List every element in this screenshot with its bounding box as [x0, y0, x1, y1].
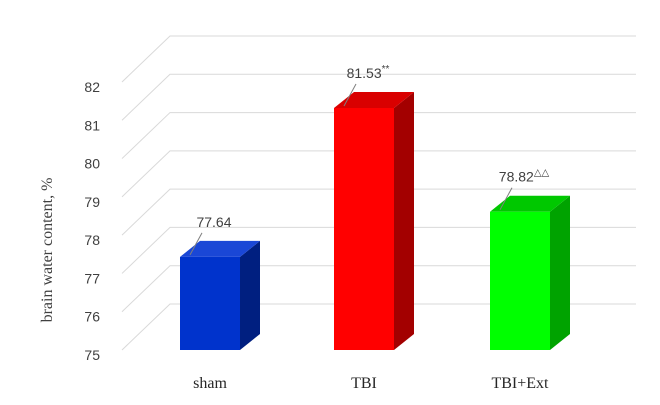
y-tick-label: 82: [84, 79, 100, 95]
bar-tbi-ext: [490, 195, 570, 350]
bar-side: [550, 195, 570, 350]
bar-side: [394, 91, 414, 350]
data-label: 81.53**: [347, 64, 390, 81]
data-label: 78.82△△: [499, 168, 550, 185]
gridline: [121, 226, 636, 274]
y-tick-label: 76: [84, 309, 100, 325]
data-label-leader: [343, 83, 357, 107]
gridline: [121, 112, 636, 159]
bar-side: [240, 240, 260, 350]
category-label: sham: [193, 375, 227, 392]
x-axis-categories: sham TBI TBI+Ext: [193, 375, 549, 392]
data-label-leader: [499, 187, 513, 210]
y-tick-label: 77: [84, 270, 100, 286]
bar-front: [334, 107, 394, 350]
y-axis-label: brain water content, %: [39, 178, 56, 323]
y-tick-label: 80: [84, 156, 100, 172]
bars: [180, 91, 570, 350]
bar-top: [490, 195, 570, 212]
gridline: [121, 73, 636, 121]
y-tick-label: 79: [84, 194, 100, 210]
category-label: TBI: [351, 375, 377, 392]
data-labels: 77.64 81.53** 78.82△△: [189, 64, 550, 256]
data-label-leader: [189, 232, 203, 256]
bar-top: [180, 240, 260, 257]
bar-top: [334, 91, 414, 108]
bar-tbi: [334, 91, 414, 350]
category-label: TBI+Ext: [491, 375, 549, 392]
bar-front: [180, 256, 240, 350]
data-label: 77.64: [196, 214, 231, 230]
gridline: [121, 188, 636, 236]
y-tick-label: 81: [84, 117, 100, 133]
gridline: [121, 265, 636, 313]
gridline: [121, 303, 636, 351]
y-axis-ticks: 75 76 77 78 79 80 81 82: [84, 79, 100, 363]
bar-front: [490, 211, 550, 350]
gridlines: [121, 35, 636, 351]
gridline: [121, 150, 636, 198]
y-tick-label: 75: [84, 347, 100, 363]
bar-sham: [180, 240, 260, 350]
y-tick-label: 78: [84, 232, 100, 248]
gridline: [121, 35, 636, 83]
